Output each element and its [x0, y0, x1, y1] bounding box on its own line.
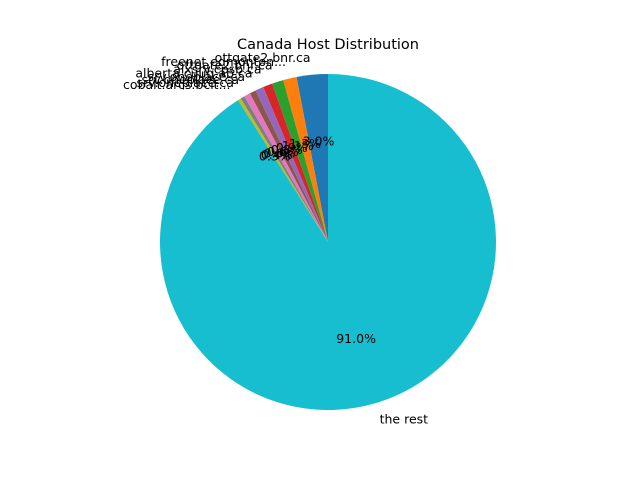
pie-slice	[249, 90, 328, 242]
pie-slice-percent: 3.0%	[303, 134, 335, 149]
pie-slice-percent: 1.3%	[289, 136, 321, 151]
pie-slice	[237, 98, 328, 242]
pie-slice-percent: 1.1%	[282, 138, 314, 153]
pie-slice-label: srv.oneplace.ca	[148, 69, 245, 84]
pie-slice-percent: 91.0%	[336, 331, 376, 346]
chart-title: Canada Host Distribution	[237, 37, 419, 53]
pie-slice-percent: 0.8%	[271, 142, 303, 157]
pie-slice-label: alberta.cuug.ab.ca	[135, 65, 252, 80]
pie-slice-label: ottgate2.bnr.ca	[215, 50, 311, 65]
pie-slice-percent: 0.4%	[261, 147, 293, 162]
pie-slice-label: the rest	[380, 412, 429, 427]
pie-slice	[272, 80, 328, 242]
pie-slice	[283, 76, 328, 242]
pie-slice	[263, 83, 328, 242]
pie-slice-label: ottgate2.bnr.ca	[177, 58, 273, 73]
pie-slice-percent: 0.3%	[259, 148, 291, 163]
pie-slice-percent: 0.9%	[276, 140, 308, 155]
pie-slices	[159, 74, 496, 411]
pie-slice-label: srv.oneplace.ca	[142, 72, 239, 87]
pie-slice-label: freenet.edmonton...	[161, 54, 286, 69]
pie-labels: ottgate2.bnr.cafreenet.edmonton...ottgat…	[123, 50, 428, 427]
pie-slice	[240, 96, 328, 242]
pie-slice	[255, 86, 328, 243]
pie-slice-percent: 0.6%	[264, 146, 296, 161]
pie-slice	[244, 93, 328, 242]
pie-slice	[296, 74, 328, 242]
pie-slice-percent: 0.6%	[267, 144, 299, 159]
pie-slice	[159, 74, 496, 411]
pie-slice-label: cobalt.arcs.bcit...	[123, 77, 230, 92]
pie-percent-labels: 3.0%1.3%1.1%0.9%0.8%0.6%0.6%0.4%0.3%91.0…	[259, 134, 376, 346]
pie-slice-label: srv.oneplace.ca	[136, 75, 233, 90]
pie-slice-label: aixsrv.cpsb.ca	[173, 62, 261, 77]
